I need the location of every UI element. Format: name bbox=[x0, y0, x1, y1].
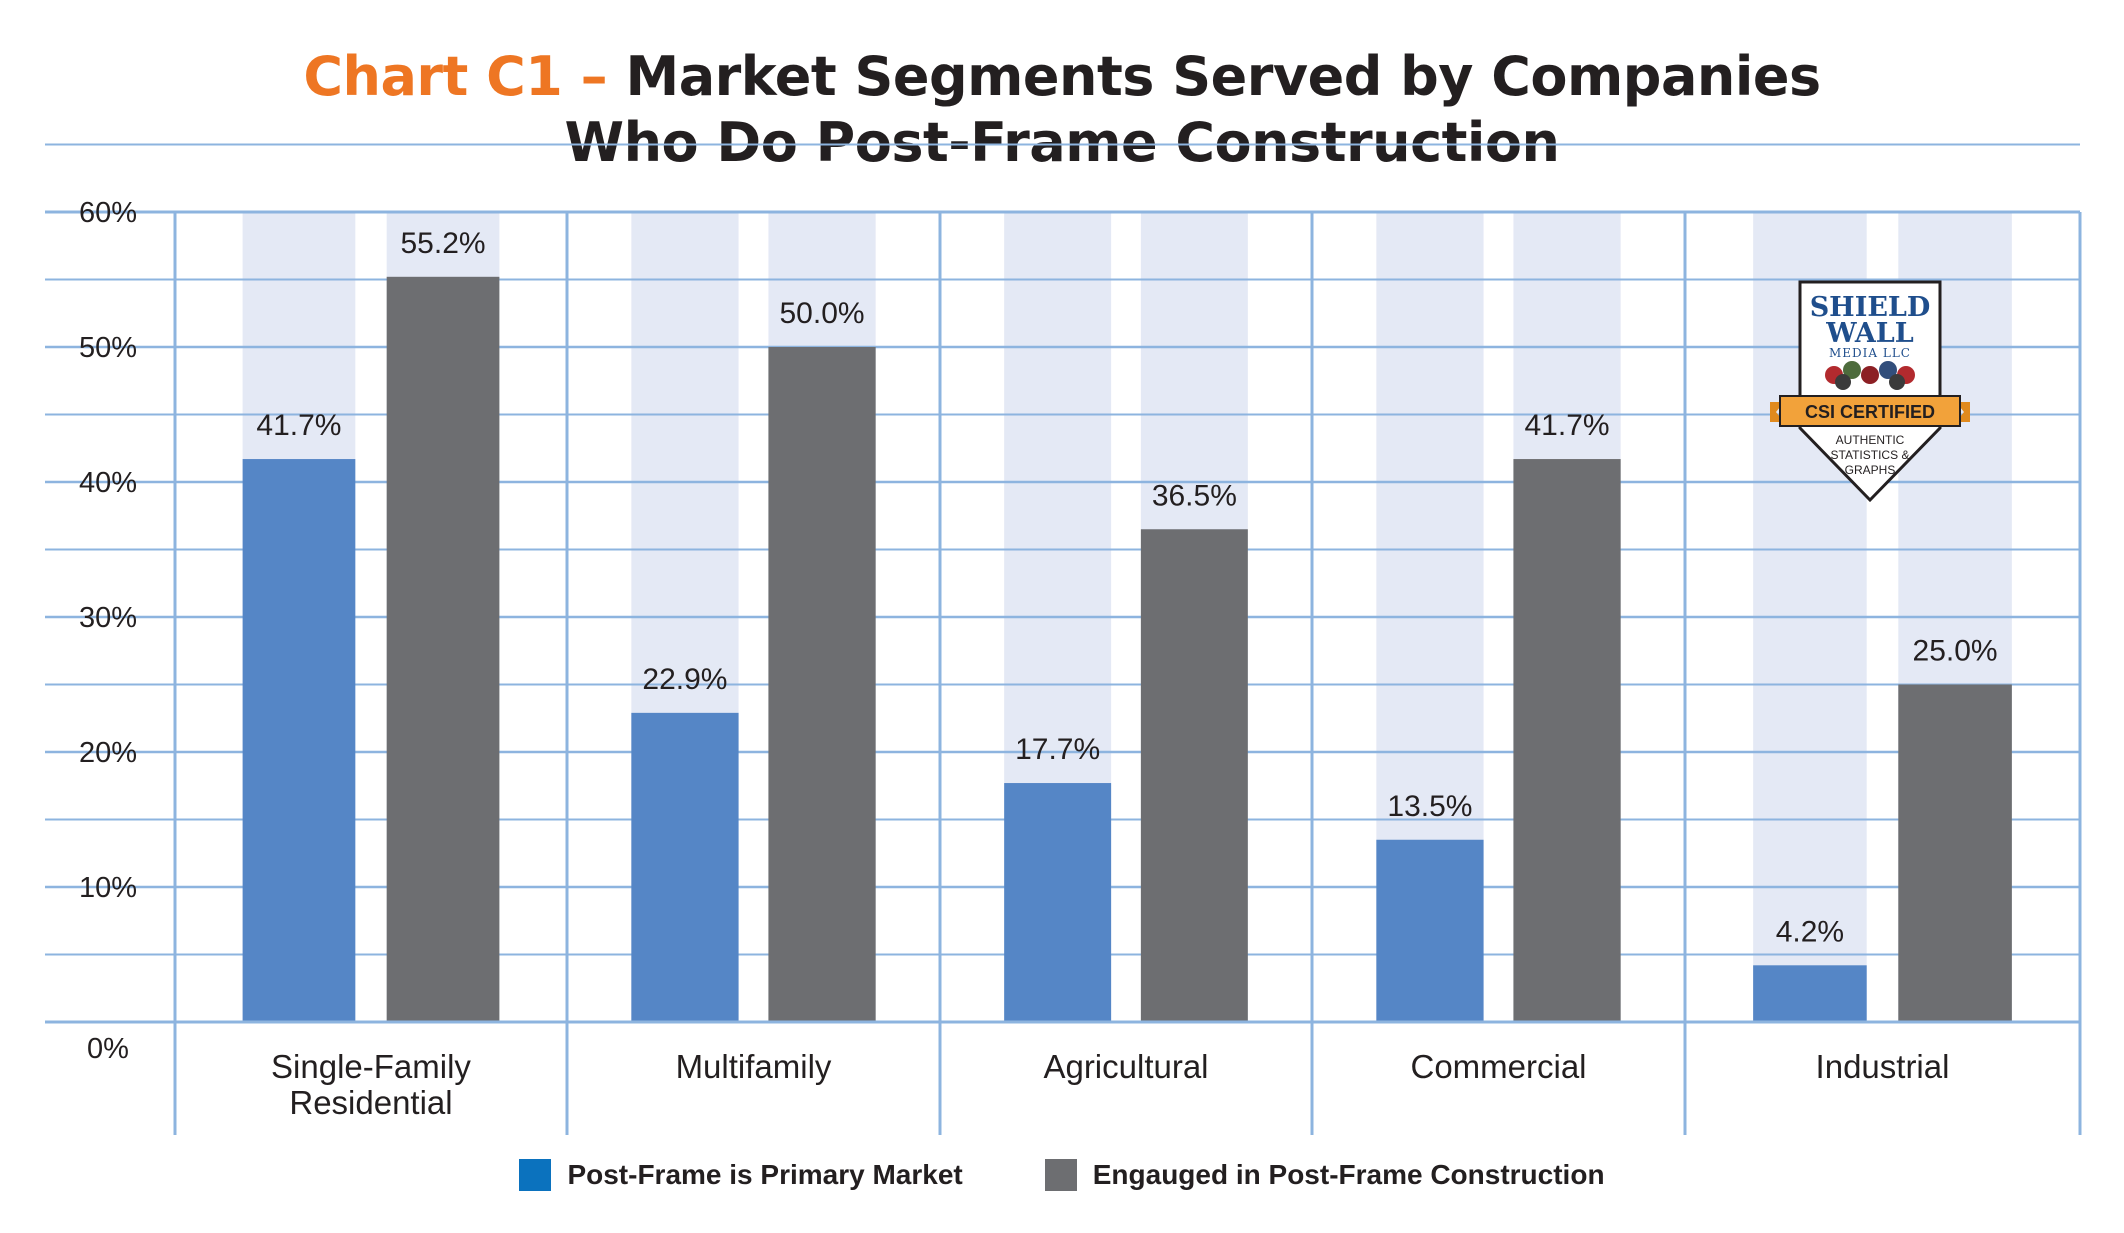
badge-ribbon-text: CSI CERTIFIED bbox=[1805, 402, 1935, 422]
badge-text-wall: WALL bbox=[1825, 318, 1914, 349]
frame-layer bbox=[45, 210, 2082, 1135]
data-label-primary-4: 13.5% bbox=[1387, 790, 1472, 823]
bar-engaged-1 bbox=[386, 276, 500, 1022]
category-label-1-line-1: Single-Family bbox=[271, 1048, 471, 1085]
title-prefix: Chart C1 – bbox=[303, 45, 608, 108]
data-label-engaged-2: 50.0% bbox=[779, 297, 864, 330]
category-label-3: Agricultural bbox=[1043, 1048, 1208, 1085]
bar-primary-3 bbox=[1004, 783, 1112, 1022]
y-tick-label-40: 40% bbox=[79, 467, 137, 499]
data-label-engaged-4: 41.7% bbox=[1524, 409, 1609, 442]
data-label-primary-5: 4.2% bbox=[1776, 915, 1844, 948]
badge-text-shield: SHIELD bbox=[1810, 292, 1931, 323]
legend-item-primary: Post-Frame is Primary Market bbox=[519, 1159, 963, 1191]
legend: Post-Frame is Primary Market Engauged in… bbox=[0, 1155, 2124, 1195]
bar-engaged-3 bbox=[1140, 529, 1248, 1022]
bar-primary-4 bbox=[1376, 839, 1484, 1022]
legend-label-engaged: Engauged in Post-Frame Construction bbox=[1092, 1159, 1605, 1190]
data-label-engaged-3: 36.5% bbox=[1152, 479, 1237, 512]
legend-item-engaged: Engauged in Post-Frame Construction bbox=[1044, 1159, 1605, 1191]
legend-swatch-primary bbox=[519, 1159, 552, 1191]
data-label-primary-2: 22.9% bbox=[642, 663, 727, 696]
badge-ribbon-right-tail bbox=[1956, 402, 1970, 422]
y-tick-label-0: 0% bbox=[87, 1033, 129, 1065]
bar-primary-5 bbox=[1753, 965, 1867, 1022]
legend-label-primary: Post-Frame is Primary Market bbox=[567, 1159, 963, 1190]
bar-engaged-2 bbox=[768, 347, 876, 1022]
csi-certified-badge: SHIELD WALL MEDIA LLC CSI CERTIFIED AUTH… bbox=[1770, 280, 1970, 503]
label-layer: 41.7% 22.9% 17.7% 13.5% 4.2% 55.2% 50.0% 36.5% 4… bbox=[79, 197, 1998, 1121]
category-label-2: Multifamily bbox=[676, 1048, 832, 1085]
bar-primary-2 bbox=[631, 712, 739, 1022]
y-tick-label-60: 60% bbox=[79, 197, 137, 229]
y-tick-label-30: 30% bbox=[79, 602, 137, 634]
badge-shields-icon bbox=[1825, 361, 1915, 390]
badge-sub-graphs: GRAPHS bbox=[1845, 463, 1896, 477]
title-line-1: Chart C1 – Market Segments Served by Com… bbox=[0, 44, 2124, 110]
badge-ribbon bbox=[1779, 395, 1961, 427]
bar-primary-1 bbox=[242, 459, 356, 1022]
data-label-engaged-5: 25.0% bbox=[1913, 635, 1998, 668]
chart-title: Chart C1 – Market Segments Served by Com… bbox=[0, 44, 2124, 176]
badge-ribbon-left-tail bbox=[1770, 402, 1784, 422]
bar-engaged-4 bbox=[1513, 459, 1621, 1022]
badge-sub-authentic: AUTHENTIC bbox=[1836, 433, 1905, 447]
data-label-primary-3: 17.7% bbox=[1015, 733, 1100, 766]
bar-layer bbox=[242, 276, 2012, 1022]
title-main: Market Segments Served by Companies bbox=[625, 45, 1821, 108]
title-line-2: Who Do Post-Frame Construction bbox=[564, 111, 1560, 174]
y-tick-label-50: 50% bbox=[79, 332, 137, 364]
data-label-engaged-1: 55.2% bbox=[400, 227, 485, 260]
badge-sub-statistics: STATISTICS & bbox=[1831, 448, 1910, 462]
bar-engaged-5 bbox=[1898, 684, 2012, 1022]
data-label-primary-1: 41.7% bbox=[256, 409, 341, 442]
category-label-4: Commercial bbox=[1410, 1048, 1586, 1085]
category-label-5: Industrial bbox=[1816, 1048, 1950, 1085]
badge-text-media: MEDIA LLC bbox=[1829, 346, 1911, 360]
grid-layer bbox=[45, 143, 2080, 1024]
y-tick-label-20: 20% bbox=[79, 737, 137, 769]
category-label-1-line-2: Residential bbox=[289, 1084, 452, 1121]
y-tick-label-10: 10% bbox=[79, 872, 137, 904]
legend-swatch-engaged bbox=[1044, 1159, 1077, 1191]
